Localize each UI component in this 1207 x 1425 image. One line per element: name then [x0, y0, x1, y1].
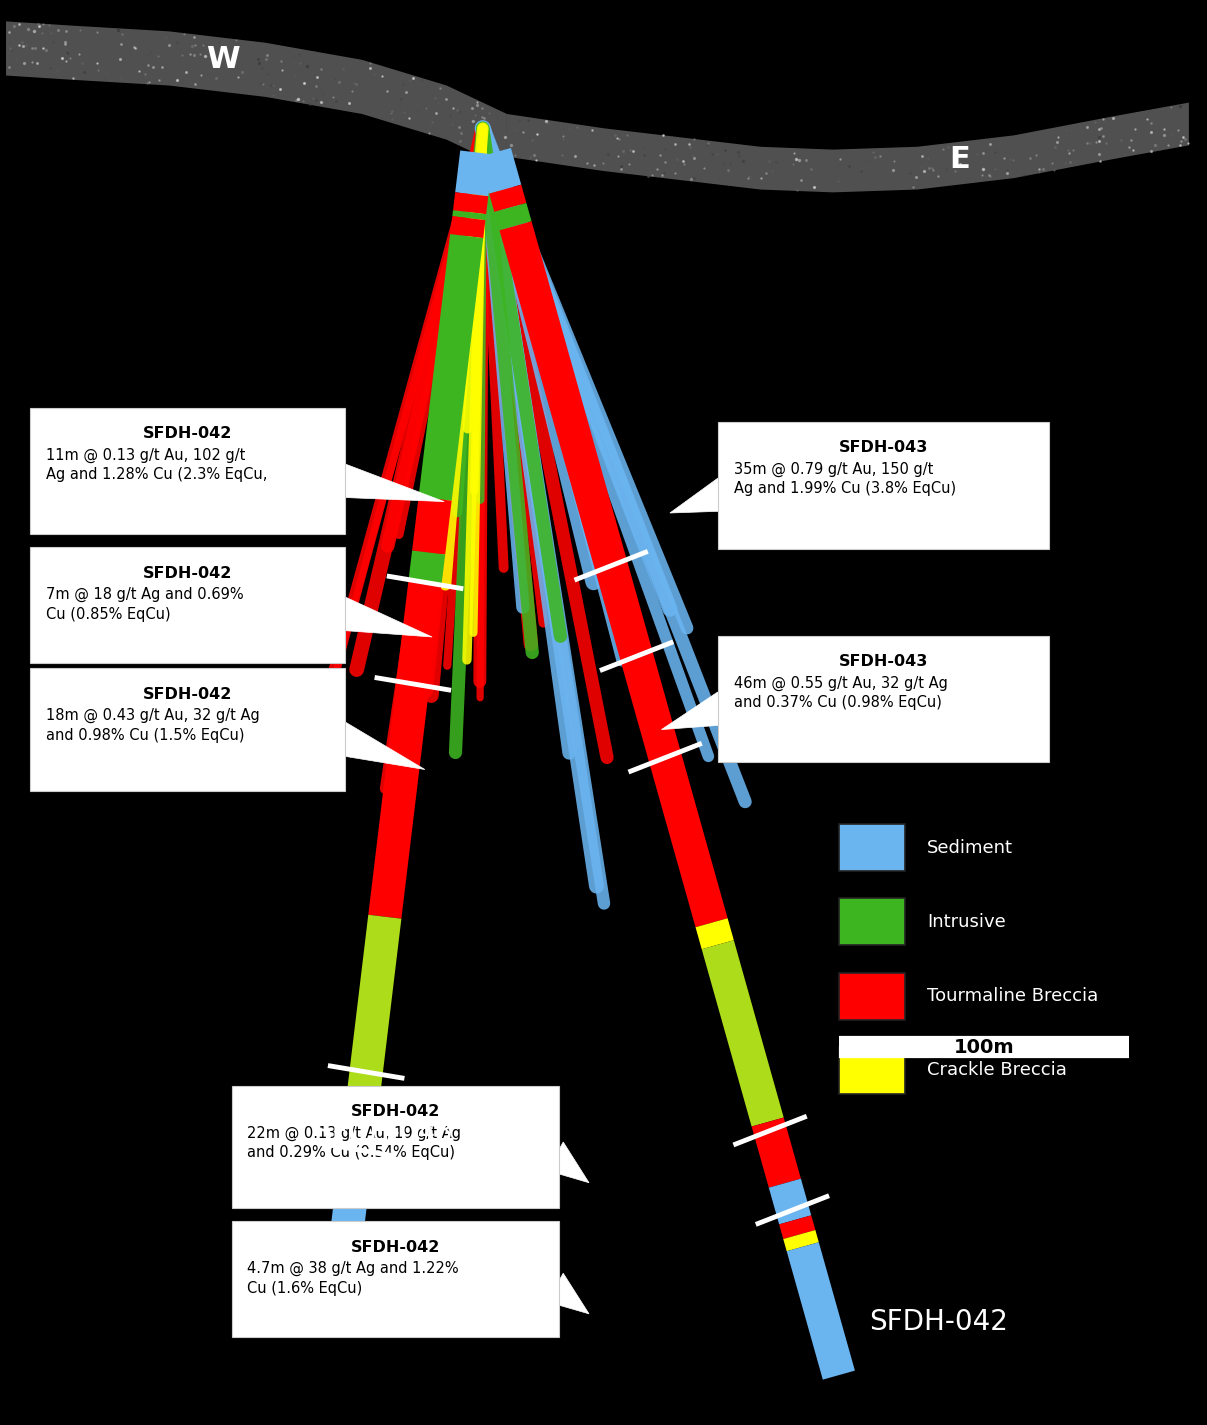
Text: 11m @ 0.13 g/t Au, 102 g/t
Ag and 1.28% Cu (2.3% EqCu,: 11m @ 0.13 g/t Au, 102 g/t Ag and 1.28% … [46, 447, 267, 482]
Text: SFDH-043: SFDH-043 [839, 654, 928, 670]
Text: E: E [949, 145, 970, 174]
Text: SFDH-042: SFDH-042 [350, 1240, 441, 1255]
Polygon shape [339, 463, 444, 502]
Text: SFDH-042: SFDH-042 [869, 1308, 1008, 1337]
FancyBboxPatch shape [232, 1086, 559, 1208]
Polygon shape [661, 693, 725, 730]
FancyBboxPatch shape [839, 973, 905, 1020]
Text: SFDH-043: SFDH-043 [839, 440, 928, 456]
Text: SFDH-043: SFDH-043 [314, 1119, 453, 1147]
Text: SFDH-042: SFDH-042 [142, 426, 233, 442]
Polygon shape [6, 21, 507, 168]
Polygon shape [507, 103, 1189, 192]
Text: Tourmaline Breccia: Tourmaline Breccia [927, 988, 1098, 1005]
FancyBboxPatch shape [718, 422, 1049, 549]
Text: SFDH-042: SFDH-042 [142, 566, 233, 581]
Text: Intrusive: Intrusive [927, 913, 1005, 931]
Polygon shape [338, 597, 432, 637]
Polygon shape [670, 479, 725, 513]
FancyBboxPatch shape [30, 668, 345, 791]
Text: 18m @ 0.43 g/t Au, 32 g/t Ag
and 0.98% Cu (1.5% EqCu): 18m @ 0.43 g/t Au, 32 g/t Ag and 0.98% C… [46, 708, 260, 742]
Polygon shape [547, 1141, 589, 1183]
FancyBboxPatch shape [30, 408, 345, 534]
Text: 7m @ 18 g/t Ag and 0.69%
Cu (0.85% EqCu): 7m @ 18 g/t Ag and 0.69% Cu (0.85% EqCu) [46, 587, 244, 621]
FancyBboxPatch shape [839, 1046, 905, 1094]
Polygon shape [337, 722, 425, 770]
FancyBboxPatch shape [839, 899, 905, 946]
FancyBboxPatch shape [718, 636, 1049, 762]
FancyBboxPatch shape [839, 824, 905, 871]
FancyBboxPatch shape [30, 547, 345, 663]
Text: SFDH-042: SFDH-042 [350, 1104, 441, 1120]
Polygon shape [547, 1273, 589, 1314]
Text: 22m @ 0.13 g/t Au, 19 g/t Ag
and 0.29% Cu (0.54% EqCu): 22m @ 0.13 g/t Au, 19 g/t Ag and 0.29% C… [247, 1126, 461, 1160]
Text: Sediment: Sediment [927, 839, 1013, 856]
Text: 35m @ 0.79 g/t Au, 150 g/t
Ag and 1.99% Cu (3.8% EqCu): 35m @ 0.79 g/t Au, 150 g/t Ag and 1.99% … [734, 462, 956, 496]
Text: 4.7m @ 38 g/t Ag and 1.22%
Cu (1.6% EqCu): 4.7m @ 38 g/t Ag and 1.22% Cu (1.6% EqCu… [247, 1261, 459, 1295]
Text: SFDH-042: SFDH-042 [142, 687, 233, 703]
Text: Crackle Breccia: Crackle Breccia [927, 1062, 1067, 1079]
Text: 46m @ 0.55 g/t Au, 32 g/t Ag
and 0.37% Cu (0.98% EqCu): 46m @ 0.55 g/t Au, 32 g/t Ag and 0.37% C… [734, 675, 947, 710]
FancyBboxPatch shape [232, 1221, 559, 1337]
Text: 100m: 100m [954, 1037, 1014, 1057]
Text: W: W [206, 46, 240, 74]
